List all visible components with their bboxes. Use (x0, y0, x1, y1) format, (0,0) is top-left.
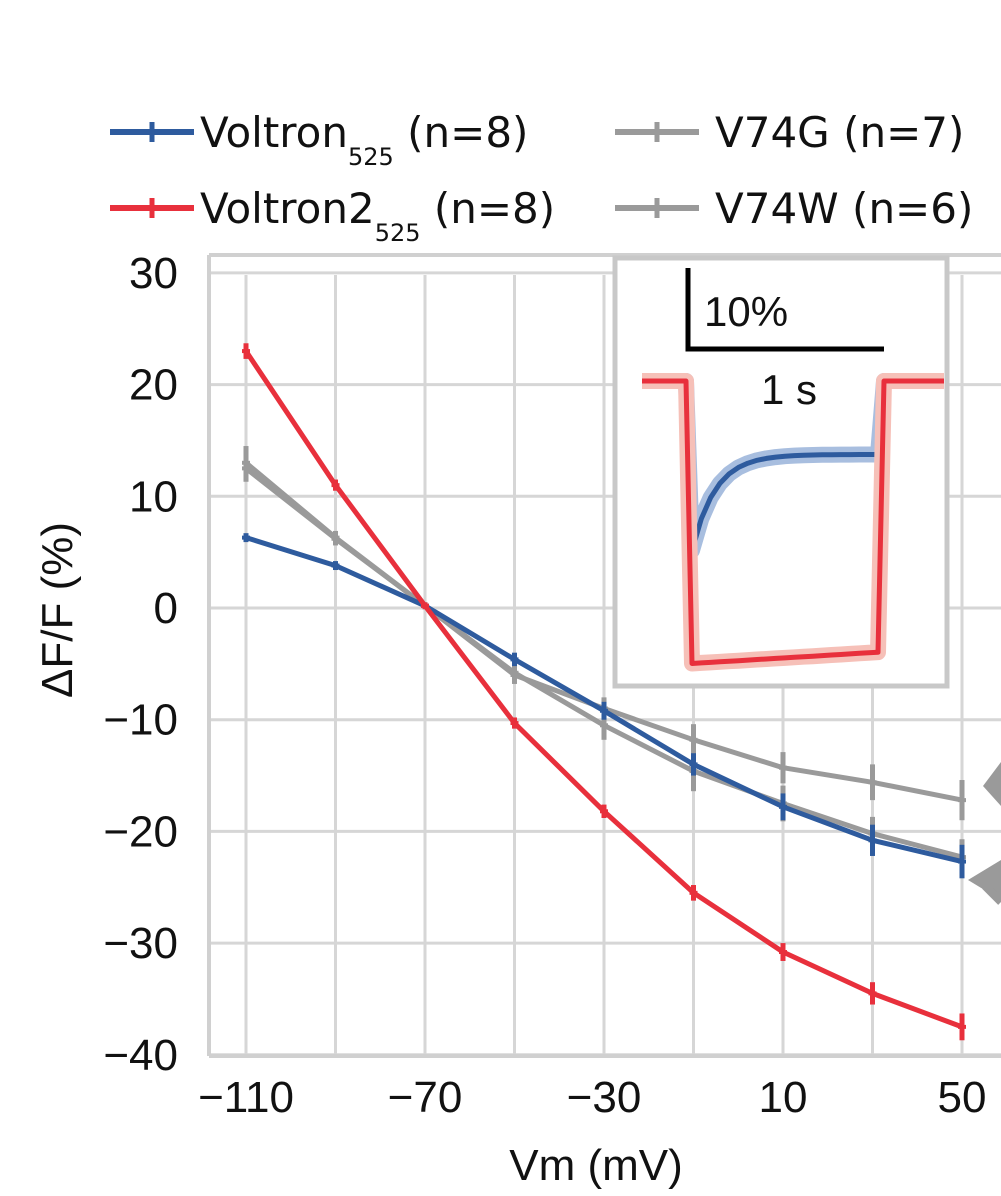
inset-trace-line (642, 378, 944, 666)
y-tick-label: −10 (103, 696, 178, 745)
inset-trace-panel: 10% 1 s (612, 255, 950, 689)
x-tick-label: −30 (567, 1073, 642, 1122)
annotation-arrows (968, 762, 1001, 905)
y-tick-label: −40 (103, 1031, 178, 1080)
scale-bar (685, 268, 884, 352)
scale-bar-y-label: 10% (704, 288, 788, 335)
x-tick-label: 10 (759, 1073, 808, 1122)
y-tick-label: −30 (103, 919, 178, 968)
y-tick-label: −20 (103, 807, 178, 856)
inset-trace-line (642, 378, 944, 553)
arrow-v74w-shaft (982, 883, 1001, 905)
x-tick-label: −110 (198, 1073, 294, 1122)
legend-label: V74G (n=7) (715, 108, 964, 157)
y-tick-label: 20 (129, 361, 178, 410)
plot-frame (207, 253, 1001, 1058)
y-tick-label: 30 (129, 249, 178, 298)
y-tick-label: 10 (129, 472, 178, 521)
arrow-v74g (983, 762, 1001, 806)
series-group (242, 343, 966, 1041)
legend-label: V74W (n=6) (715, 184, 973, 233)
scale-bar-x-label: 1 s (761, 366, 817, 413)
y-tick-label: 0 (154, 584, 178, 633)
x-tick-label: −70 (388, 1073, 463, 1122)
legend-label: Voltron525 (n=8) (200, 108, 528, 171)
inset-frame (612, 255, 950, 689)
x-tick-labels: −110 −70 −30 10 50 (198, 1073, 986, 1122)
y-tick-labels: 30 20 10 0 −10 −20 −30 −40 (103, 249, 178, 1080)
y-axis-label: ΔF/F (%) (33, 522, 82, 698)
x-tick-label: 50 (938, 1073, 987, 1122)
x-axis-label: Vm (mV) (509, 1141, 683, 1190)
legend-label: Voltron2525 (n=8) (200, 184, 555, 247)
legend: Voltron525 (n=8) V74G (n=7) Voltron2525 (n… (110, 108, 973, 247)
